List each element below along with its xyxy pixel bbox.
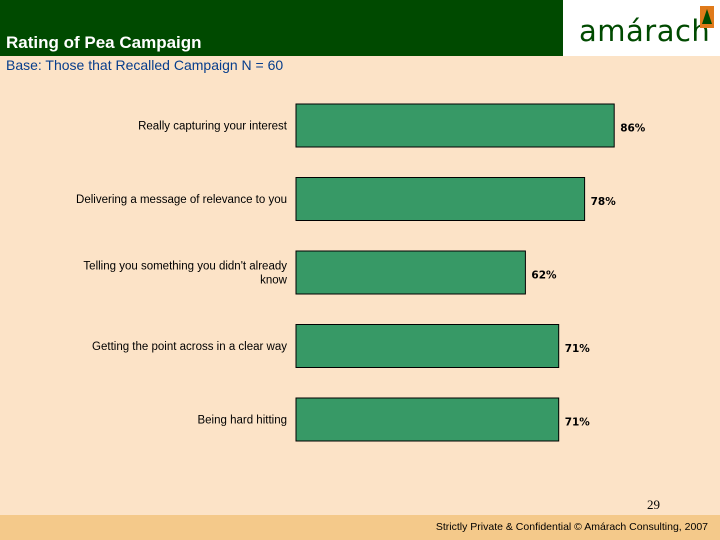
value-label: 71% [565,343,591,355]
bar-5 [295,397,560,442]
footer-copyright: Strictly Private & Confidential © Amárac… [435,521,708,533]
logo-mark-icon [700,6,714,28]
footer-band: Strictly Private & Confidential © Amárac… [0,515,720,540]
bar-2 [295,177,586,221]
logo-text: amárach [579,14,711,48]
value-label: 78% [591,196,617,208]
category-label: Being hard hitting [197,415,287,427]
category-label: Telling you something you didn't already… [83,261,287,287]
chart-bars [295,103,615,442]
chart-value-labels: 86% 78% 62% 71% 71% [531,123,645,429]
bar-3 [295,250,526,295]
bar-4 [295,324,560,368]
page-title: Rating of Pea Campaign [6,33,202,52]
category-label: Getting the point across in a clear way [92,341,287,353]
value-label: 86% [620,123,646,135]
chart-subtitle: Base: Those that Recalled Campaign N = 6… [6,57,284,73]
category-label: Delivering a message of relevance to you [76,194,287,206]
header-band: Rating of Pea Campaign [0,0,563,56]
bar-chart: Really capturing your interest Delivering… [76,103,646,442]
logo: amárach [563,0,720,56]
page-number: 29 [647,497,660,512]
bar-1 [295,103,615,148]
category-label: Really capturing your interest [138,121,288,133]
value-label: 71% [565,417,591,429]
chart-category-labels: Really capturing your interest Delivering… [76,121,288,427]
value-label: 62% [531,270,557,282]
